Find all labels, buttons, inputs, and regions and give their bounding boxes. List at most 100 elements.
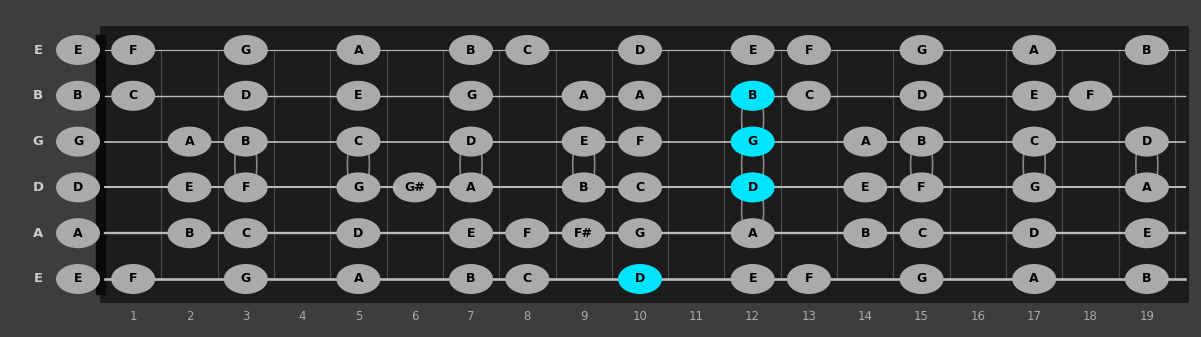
Text: E: E — [34, 273, 42, 285]
Ellipse shape — [619, 127, 662, 157]
Ellipse shape — [619, 81, 662, 111]
Text: C: C — [522, 273, 532, 285]
Text: D: D — [32, 181, 43, 194]
Text: C: C — [918, 227, 926, 240]
Text: E: E — [73, 43, 82, 57]
Ellipse shape — [843, 127, 888, 157]
Text: C: C — [522, 43, 532, 57]
Text: G: G — [1029, 181, 1039, 194]
Ellipse shape — [449, 35, 494, 65]
Ellipse shape — [167, 173, 211, 203]
Text: A: A — [1029, 273, 1039, 285]
Text: D: D — [635, 43, 645, 57]
Text: E: E — [748, 43, 757, 57]
Text: 3: 3 — [243, 310, 250, 324]
Text: E: E — [73, 273, 82, 285]
Ellipse shape — [223, 173, 268, 203]
Text: F: F — [1086, 89, 1095, 102]
Text: 2: 2 — [186, 310, 193, 324]
Ellipse shape — [336, 81, 381, 111]
Ellipse shape — [619, 173, 662, 203]
Text: B: B — [579, 181, 588, 194]
Ellipse shape — [900, 35, 944, 65]
Text: A: A — [860, 135, 870, 148]
Ellipse shape — [112, 81, 155, 111]
Text: C: C — [805, 89, 813, 102]
Text: F: F — [524, 227, 532, 240]
Ellipse shape — [1125, 264, 1169, 294]
Text: B: B — [1142, 273, 1152, 285]
Text: B: B — [860, 227, 870, 240]
Text: E: E — [579, 135, 588, 148]
Ellipse shape — [562, 218, 605, 248]
Text: D: D — [916, 89, 927, 102]
Ellipse shape — [336, 127, 381, 157]
Text: F#: F# — [574, 227, 593, 240]
Text: C: C — [354, 135, 363, 148]
Text: B: B — [185, 227, 195, 240]
Ellipse shape — [56, 264, 100, 294]
Text: E: E — [185, 181, 193, 194]
Text: C: C — [1029, 135, 1039, 148]
Text: B: B — [466, 273, 476, 285]
Ellipse shape — [506, 264, 549, 294]
Text: 16: 16 — [970, 310, 985, 324]
Ellipse shape — [506, 218, 549, 248]
Text: D: D — [466, 135, 476, 148]
Text: B: B — [1142, 43, 1152, 57]
Ellipse shape — [1012, 218, 1056, 248]
Text: 5: 5 — [354, 310, 363, 324]
Ellipse shape — [843, 218, 888, 248]
Text: 14: 14 — [858, 310, 873, 324]
Ellipse shape — [1012, 81, 1056, 111]
Ellipse shape — [449, 81, 494, 111]
Text: E: E — [34, 43, 42, 57]
Text: G: G — [353, 181, 364, 194]
Text: 10: 10 — [633, 310, 647, 324]
Ellipse shape — [167, 218, 211, 248]
Text: G: G — [240, 273, 251, 285]
Ellipse shape — [730, 127, 775, 157]
Text: F: F — [129, 273, 137, 285]
Ellipse shape — [1125, 173, 1169, 203]
Text: 18: 18 — [1083, 310, 1098, 324]
Text: B: B — [32, 89, 43, 102]
Ellipse shape — [1012, 264, 1056, 294]
Text: D: D — [73, 181, 83, 194]
Text: 13: 13 — [801, 310, 817, 324]
Text: 4: 4 — [298, 310, 306, 324]
Ellipse shape — [1125, 35, 1169, 65]
Ellipse shape — [730, 264, 775, 294]
Text: 19: 19 — [1140, 310, 1154, 324]
Ellipse shape — [900, 218, 944, 248]
Text: A: A — [579, 89, 588, 102]
Text: A: A — [32, 227, 43, 240]
Ellipse shape — [223, 35, 268, 65]
Ellipse shape — [223, 264, 268, 294]
Text: F: F — [918, 181, 926, 194]
Text: C: C — [129, 89, 138, 102]
Text: 6: 6 — [411, 310, 418, 324]
Text: F: F — [241, 181, 250, 194]
Ellipse shape — [619, 218, 662, 248]
FancyBboxPatch shape — [100, 26, 1189, 303]
Ellipse shape — [336, 35, 381, 65]
Ellipse shape — [449, 218, 494, 248]
Text: A: A — [1029, 43, 1039, 57]
Ellipse shape — [223, 81, 268, 111]
Text: A: A — [1142, 181, 1152, 194]
Ellipse shape — [56, 173, 100, 203]
Text: 12: 12 — [745, 310, 760, 324]
Ellipse shape — [449, 173, 494, 203]
Text: G: G — [73, 135, 83, 148]
Text: D: D — [1142, 135, 1152, 148]
Ellipse shape — [223, 218, 268, 248]
Ellipse shape — [56, 218, 100, 248]
Text: A: A — [73, 227, 83, 240]
Text: E: E — [1142, 227, 1151, 240]
Ellipse shape — [787, 264, 831, 294]
Text: G: G — [240, 43, 251, 57]
Ellipse shape — [1012, 35, 1056, 65]
Ellipse shape — [787, 81, 831, 111]
Ellipse shape — [562, 81, 605, 111]
